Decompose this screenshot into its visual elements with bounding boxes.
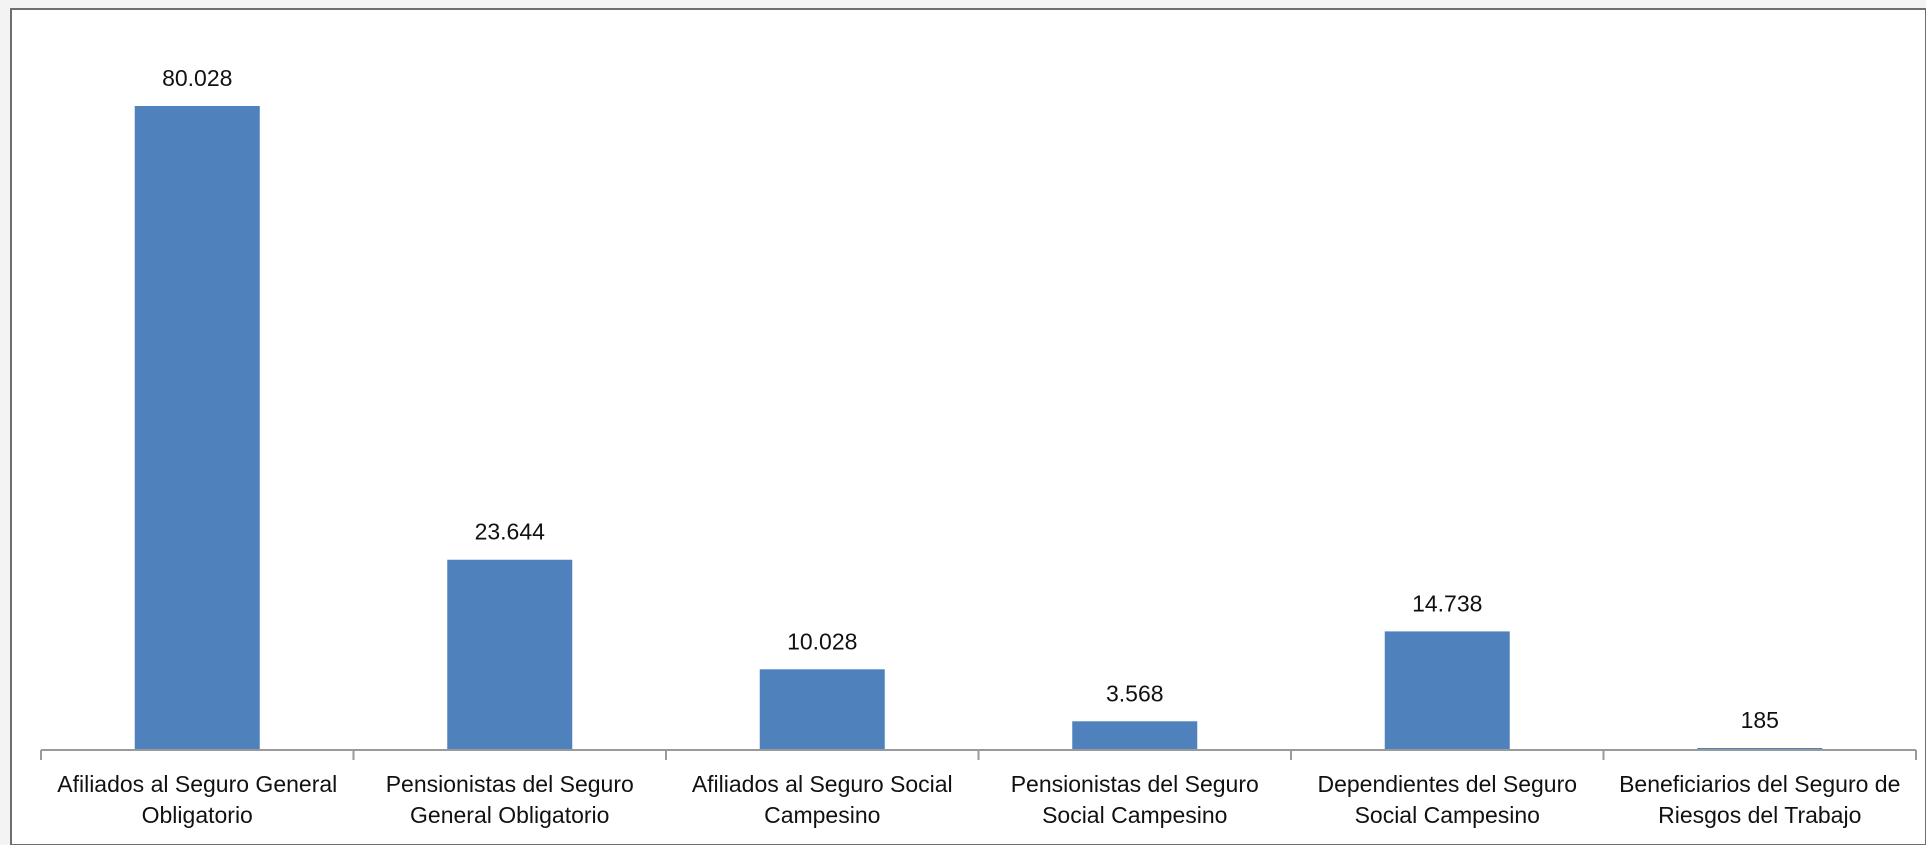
bar — [1384, 631, 1510, 750]
category-label-line: Riesgos del Trabajo — [1658, 802, 1861, 828]
category-label-line: Afiliados al Seguro Social — [692, 771, 953, 797]
data-label: 185 — [1741, 707, 1779, 733]
category-label-line: General Obligatorio — [410, 802, 609, 828]
category-label-line: Beneficiarios del Seguro de — [1619, 771, 1900, 797]
bar — [134, 106, 260, 750]
category-label-line: Campesino — [764, 802, 880, 828]
bar-series — [134, 106, 1823, 750]
data-labels: 80.028 23.644 10.028 3.568 14.738 185 — [162, 65, 1779, 733]
category-label-line: Dependientes del Seguro — [1317, 771, 1577, 797]
category-label: Dependientes del Seguro Social Campesino — [1317, 771, 1577, 828]
category-label-line: Obligatorio — [142, 802, 253, 828]
category-label: Afiliados al Seguro Social Campesino — [692, 771, 953, 828]
category-label: Afiliados al Seguro General Obligatorio — [57, 771, 337, 828]
category-labels: Afiliados al Seguro General Obligatorio Pe… — [57, 771, 1900, 828]
data-label: 23.644 — [475, 519, 546, 545]
data-label: 14.738 — [1412, 590, 1482, 616]
category-label: Pensionistas del Seguro Social Campesino — [1011, 771, 1259, 828]
data-label: 10.028 — [787, 628, 857, 654]
category-label-line: Afiliados al Seguro General — [57, 771, 337, 797]
x-axis — [40, 749, 1917, 760]
category-label: Pensionistas del Seguro General Obligator… — [386, 771, 634, 828]
data-label: 80.028 — [162, 65, 232, 91]
bar — [1072, 721, 1198, 750]
category-label: Beneficiarios del Seguro de Riesgos del T… — [1619, 771, 1900, 828]
category-label-line: Social Campesino — [1042, 802, 1227, 828]
bar — [759, 669, 885, 750]
category-label-line: Pensionistas del Seguro — [386, 771, 634, 797]
category-label-line: Pensionistas del Seguro — [1011, 771, 1259, 797]
category-label-line: Social Campesino — [1355, 802, 1540, 828]
bar — [447, 559, 573, 750]
chart-background — [10, 8, 1926, 845]
data-label: 3.568 — [1106, 680, 1164, 706]
